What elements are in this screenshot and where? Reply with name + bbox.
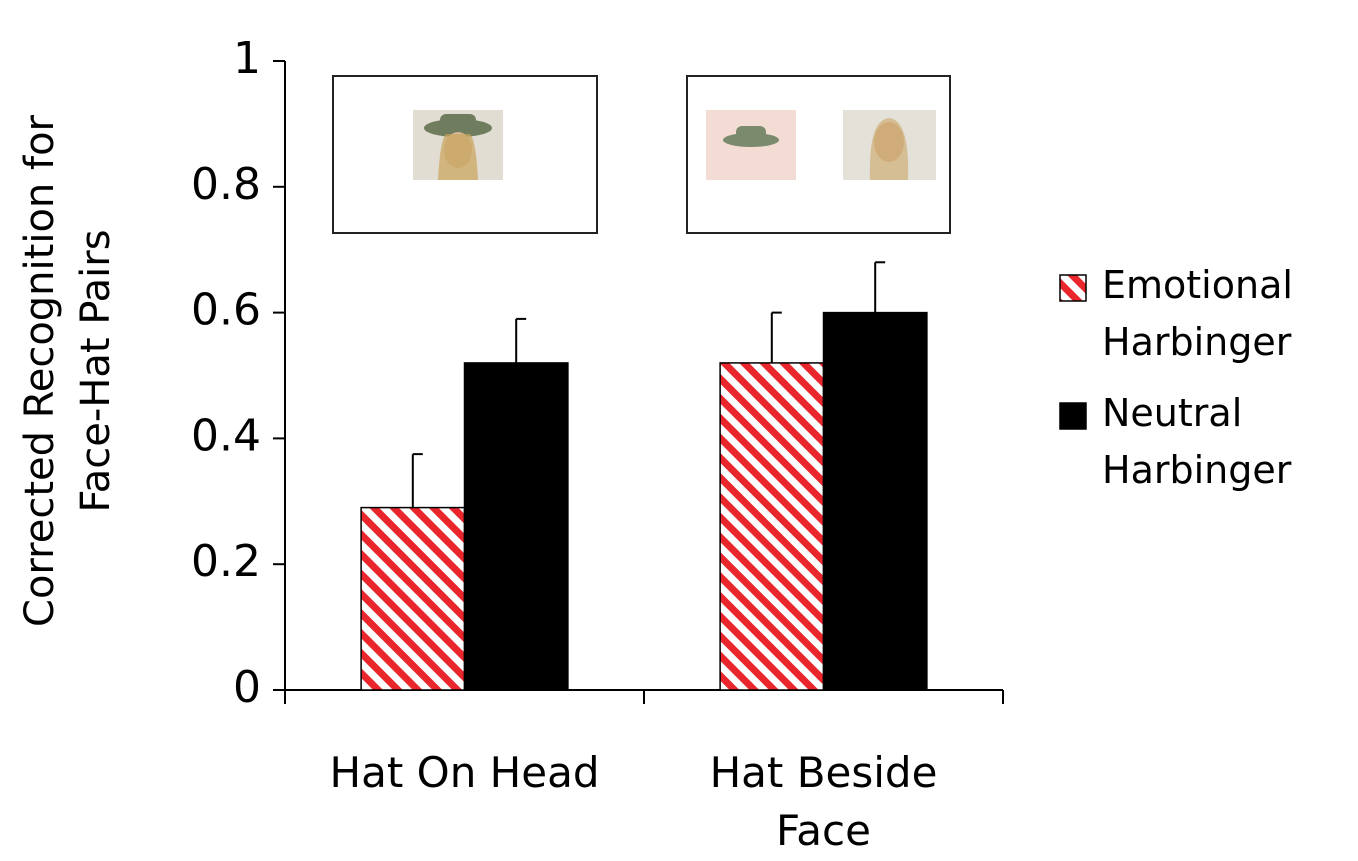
text-line: Hat On Head — [330, 748, 600, 797]
bar — [720, 363, 823, 690]
y-tick-label: 0.4 — [191, 410, 261, 461]
inset-hat-on-head — [333, 76, 597, 233]
error-bar — [772, 313, 782, 363]
error-bar — [413, 454, 423, 507]
text-line: Face — [776, 806, 871, 855]
error-bar — [516, 319, 526, 363]
text-line: Harbinger — [1102, 448, 1292, 492]
chart: 00.20.40.60.81Corrected Recognition forF… — [0, 0, 1358, 861]
legend-swatch — [1060, 403, 1086, 429]
legend-label: Emotional Harbinger — [1102, 263, 1293, 364]
x-tick-label: Hat On Head — [330, 748, 600, 797]
y-axis-label: Corrected Recognition for — [17, 114, 63, 627]
text-line: Harbinger — [1102, 320, 1292, 364]
y-tick-label: 0 — [233, 662, 261, 713]
y-axis-label: Face-Hat Pairs — [73, 229, 119, 512]
bar — [465, 363, 568, 690]
y-tick-label: 1 — [233, 33, 261, 84]
text-line: Emotional — [1102, 263, 1293, 307]
y-tick-label: 0.6 — [191, 285, 261, 336]
inset-hat-beside-face — [687, 76, 950, 233]
error-bar — [875, 262, 885, 312]
y-tick-label: 0.8 — [191, 159, 261, 210]
bar — [361, 508, 464, 690]
y-tick-label: 0.2 — [191, 536, 261, 587]
legend-swatch — [1060, 275, 1086, 301]
bar — [824, 313, 927, 690]
x-tick-label: Hat Beside Face — [710, 748, 938, 855]
text-line: Neutral — [1102, 391, 1242, 435]
text-line: Hat Beside — [710, 748, 938, 797]
legend-label: Neutral Harbinger — [1102, 391, 1292, 492]
